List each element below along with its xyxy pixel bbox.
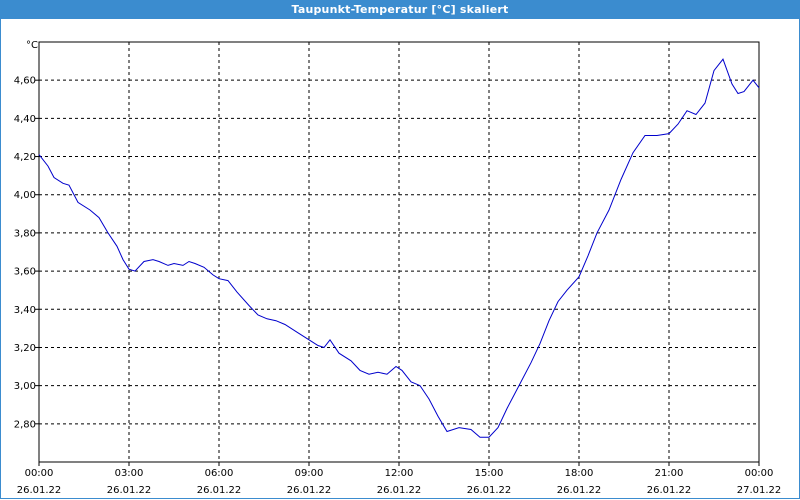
x-tick-date-label: 26.01.22 xyxy=(467,485,512,496)
x-tick-time-label: 00:00 xyxy=(745,468,774,479)
x-tick-time-label: 12:00 xyxy=(385,468,414,479)
x-tick-time-label: 00:00 xyxy=(25,468,54,479)
x-tick-time-label: 06:00 xyxy=(205,468,234,479)
y-tick-label: 3,60 xyxy=(14,267,36,278)
y-tick-label: 3,00 xyxy=(14,381,36,392)
y-tick-label: 2,80 xyxy=(14,419,36,430)
x-axis-ticks: 00:00 26.01.22 03:00 26.01.22 06:00 26.01.22 0… xyxy=(17,462,782,496)
y-tick-label: 4,40 xyxy=(14,114,36,125)
grid-lines xyxy=(39,42,759,462)
x-tick-date-label: 26.01.22 xyxy=(647,485,692,496)
x-tick-time-label: 18:00 xyxy=(565,468,594,479)
y-tick-label: 3,20 xyxy=(14,343,36,354)
y-axis-unit-label: °C xyxy=(26,40,38,51)
x-tick-time-label: 15:00 xyxy=(475,468,504,479)
x-tick-time-label: 03:00 xyxy=(115,468,144,479)
series-line xyxy=(38,58,760,438)
y-tick-label: 4,60 xyxy=(14,76,36,87)
x-tick-date-label: 27.01.22 xyxy=(737,485,782,496)
y-tick-label: 3,40 xyxy=(14,305,36,316)
x-tick-time-label: 21:00 xyxy=(655,468,684,479)
x-tick-date-label: 26.01.22 xyxy=(377,485,422,496)
x-tick-date-label: 26.01.22 xyxy=(557,485,602,496)
x-tick-time-label: 09:00 xyxy=(295,468,324,479)
x-tick-date-label: 26.01.22 xyxy=(287,485,332,496)
x-tick-date-label: 26.01.22 xyxy=(17,485,62,496)
y-axis-ticks: 2,80 3,00 3,20 3,40 3,60 3,80 4,00 4,20 4,40 4,60 xyxy=(14,76,39,430)
y-tick-label: 4,20 xyxy=(14,152,36,163)
x-tick-date-label: 26.01.22 xyxy=(197,485,242,496)
x-tick-date-label: 26.01.22 xyxy=(107,485,152,496)
y-tick-label: 4,00 xyxy=(14,190,36,201)
chart-title: Taupunkt-Temperatur [°C] skaliert xyxy=(0,0,800,19)
y-tick-label: 3,80 xyxy=(14,228,36,239)
